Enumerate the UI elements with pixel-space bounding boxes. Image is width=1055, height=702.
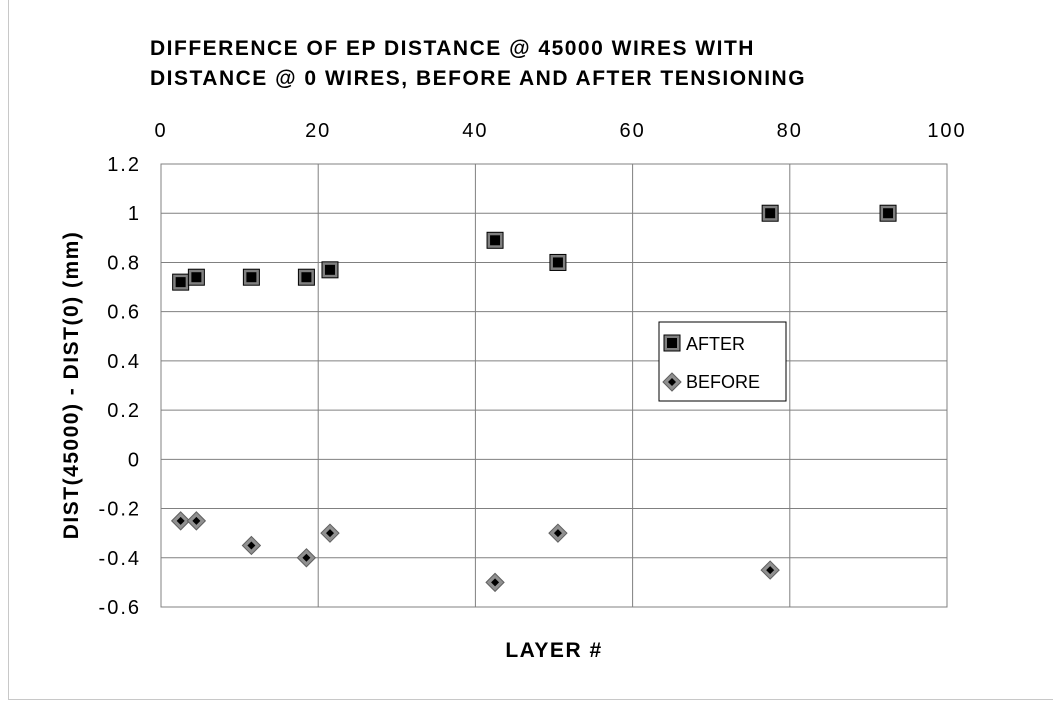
legend-label-before: BEFORE	[686, 372, 760, 392]
point-after-core	[324, 264, 335, 275]
y-axis-ticks: 1.2 1 0.8 0.6 0.4 0.2 0 -0.2 -0.4 -0.6	[99, 154, 141, 619]
x-tick-label: 0	[154, 120, 167, 142]
y-tick-label: 0.8	[107, 252, 141, 274]
legend-square-marker-core	[667, 338, 677, 348]
y-tick-label: 0.6	[107, 302, 141, 324]
point-after-core	[552, 257, 563, 268]
legend: AFTER BEFORE	[658, 321, 787, 402]
legend-marker-before	[662, 372, 682, 392]
point-before-core	[766, 566, 775, 575]
y-tick-label: 0	[128, 449, 141, 471]
point-after-core	[490, 235, 501, 246]
x-tick-label: 60	[619, 120, 645, 142]
y-tick-label: 0.2	[107, 400, 141, 422]
point-after-core	[246, 272, 257, 283]
y-tick-label: 1	[128, 203, 141, 225]
legend-label-after: AFTER	[686, 334, 745, 354]
chart-title-line-1: DIFFERENCE OF EP DISTANCE @ 45000 WIRES …	[150, 37, 755, 60]
point-before-core	[302, 553, 311, 562]
point-before-core	[325, 529, 334, 538]
chart-title-line-2: DISTANCE @ 0 WIRES, BEFORE AND AFTER TEN…	[150, 67, 806, 90]
point-before-core	[553, 529, 562, 538]
y-tick-label: 0.4	[107, 351, 141, 373]
point-after-core	[765, 208, 776, 219]
y-tick-label: -0.2	[99, 499, 141, 521]
y-tick-label: 1.2	[107, 154, 141, 176]
point-before-core	[247, 541, 256, 550]
x-tick-label: 80	[777, 120, 803, 142]
x-axis-ticks: 0 20 40 60 80 100	[154, 120, 966, 142]
chart-frame	[8, 0, 1053, 700]
point-before-core	[192, 516, 201, 525]
x-tick-label: 100	[927, 120, 966, 142]
legend-marker-after	[663, 334, 681, 352]
legend-diamond-marker-core	[668, 378, 676, 386]
y-tick-label: -0.4	[99, 548, 141, 570]
x-tick-label: 20	[305, 120, 331, 142]
data-points	[170, 204, 897, 593]
y-axis-label: DIST(45000) - DIST(0) (mm)	[60, 231, 83, 540]
point-after-core	[883, 208, 894, 219]
point-after-core	[191, 272, 202, 283]
x-axis-label: LAYER #	[505, 639, 602, 662]
point-before-core	[491, 578, 500, 587]
point-after-core	[301, 272, 312, 283]
y-tick-label: -0.6	[99, 597, 141, 619]
plot-area	[160, 163, 948, 608]
point-after-core	[175, 277, 186, 288]
point-before-core	[176, 516, 185, 525]
x-tick-label: 40	[462, 120, 488, 142]
